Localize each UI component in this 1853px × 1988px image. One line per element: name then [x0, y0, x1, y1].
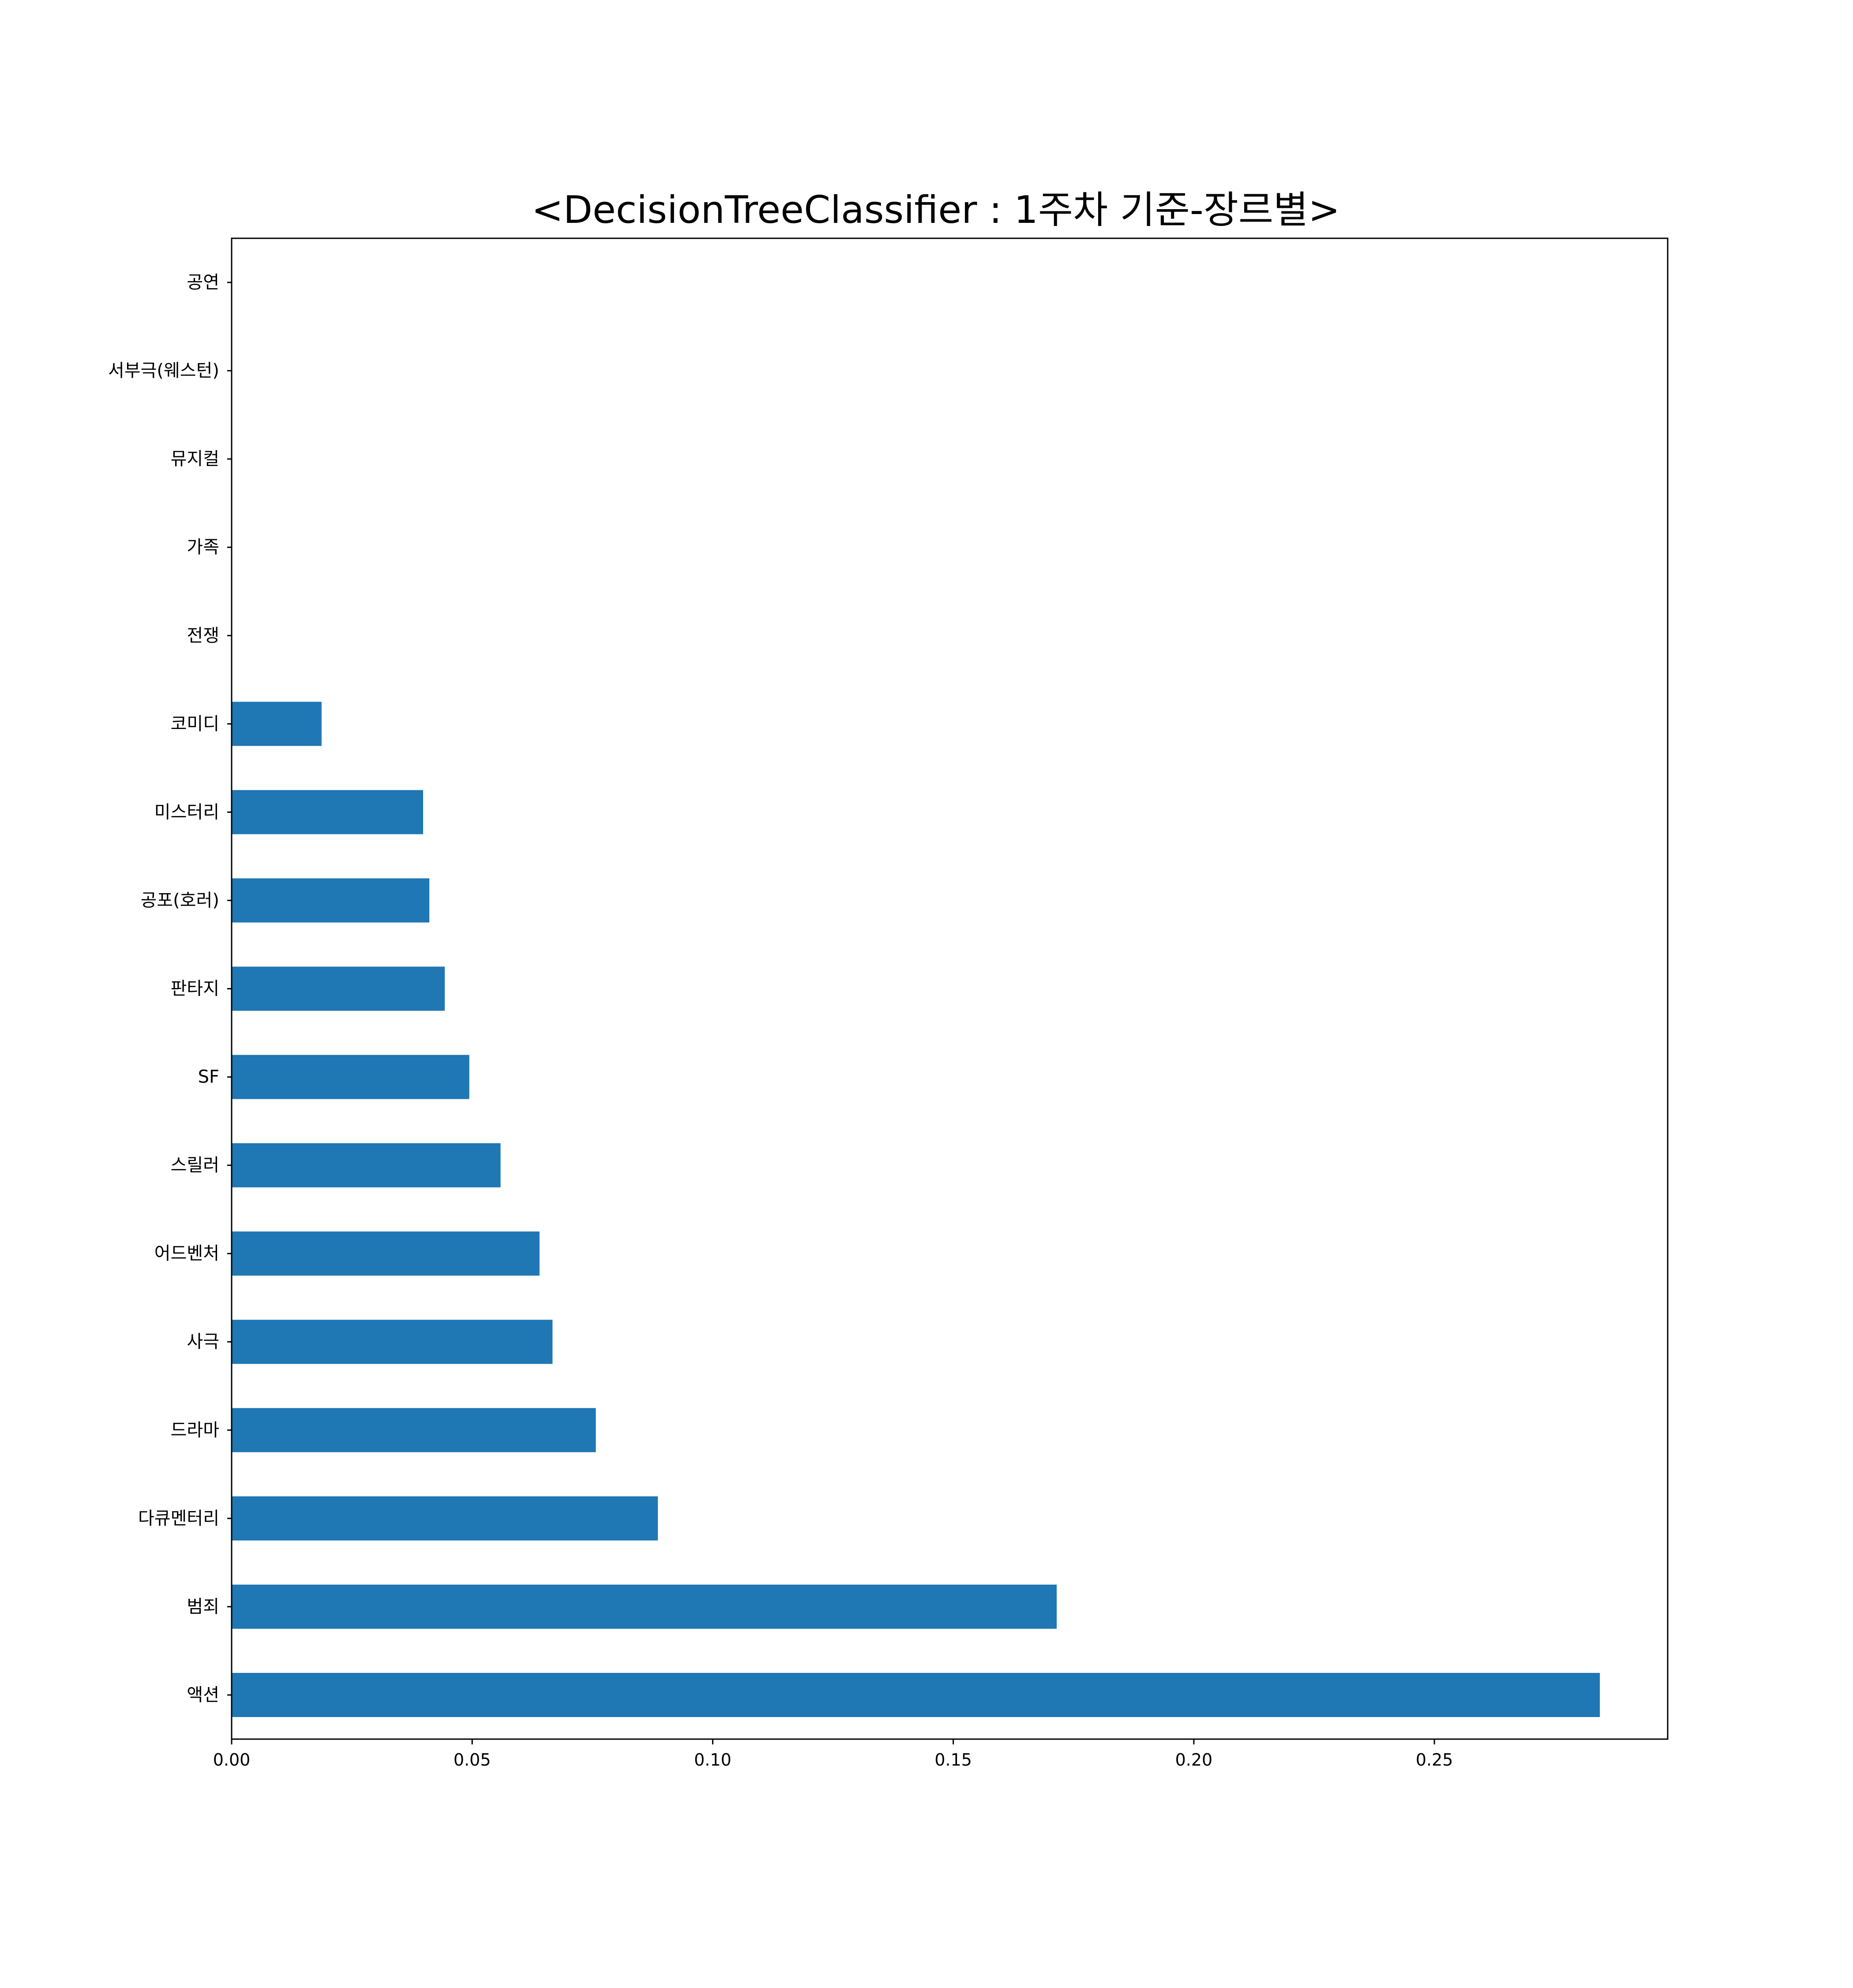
bar-category-14 [232, 1496, 658, 1541]
bar-category-10 [232, 1143, 501, 1188]
y-tick-label: 판타지 [171, 979, 219, 999]
x-tick-label: 0.05 [454, 1750, 491, 1770]
bar-category-6 [232, 790, 423, 834]
x-axis-ticks: 0.00 0.05 0.10 0.15 0.20 0.25 [213, 1739, 1453, 1770]
bar-category-7 [232, 878, 430, 923]
bar-category-16 [232, 1672, 1600, 1717]
y-tick-label: 다큐멘터리 [138, 1508, 219, 1529]
y-tick-label: 전쟁 [187, 625, 219, 646]
y-tick-label: SF [198, 1067, 219, 1087]
plot-frame [231, 237, 1669, 1740]
y-tick-label: 공포(호러) [141, 890, 219, 910]
y-tick-label: 코미디 [171, 714, 219, 734]
y-tick-label: 사극 [187, 1332, 219, 1352]
y-tick-label: 스릴러 [171, 1155, 219, 1176]
y-tick-label: 공연 [187, 272, 219, 293]
bar-category-9 [232, 1055, 469, 1099]
y-tick-label: 액션 [187, 1685, 219, 1705]
y-tick-label: 드라마 [171, 1420, 219, 1440]
bar-category-8 [232, 966, 445, 1011]
x-tick-label: 0.10 [694, 1750, 731, 1770]
y-tick-label: 범죄 [187, 1597, 219, 1617]
x-tick-label: 0.25 [1416, 1750, 1453, 1770]
x-tick-label: 0.20 [1175, 1750, 1213, 1770]
bar-category-15 [232, 1584, 1057, 1629]
y-tick-label: 가족 [187, 537, 219, 557]
chart-title: <DecisionTreeClassifier : 1주차 기준-장르별> [532, 188, 1340, 232]
bar-category-12 [232, 1319, 553, 1364]
y-tick-label: 뮤지컬 [171, 449, 219, 469]
x-tick-label: 0.15 [934, 1750, 972, 1770]
y-tick-label: 미스터리 [154, 802, 219, 822]
y-tick-label: 어드벤처 [154, 1244, 219, 1264]
bar-category-5 [232, 702, 322, 746]
bar-category-13 [232, 1408, 596, 1452]
x-tick-label: 0.00 [213, 1750, 251, 1770]
bar-category-11 [232, 1231, 540, 1276]
y-tick-label: 서부극(웨스턴) [108, 361, 219, 381]
bars-layer [232, 702, 1600, 1717]
